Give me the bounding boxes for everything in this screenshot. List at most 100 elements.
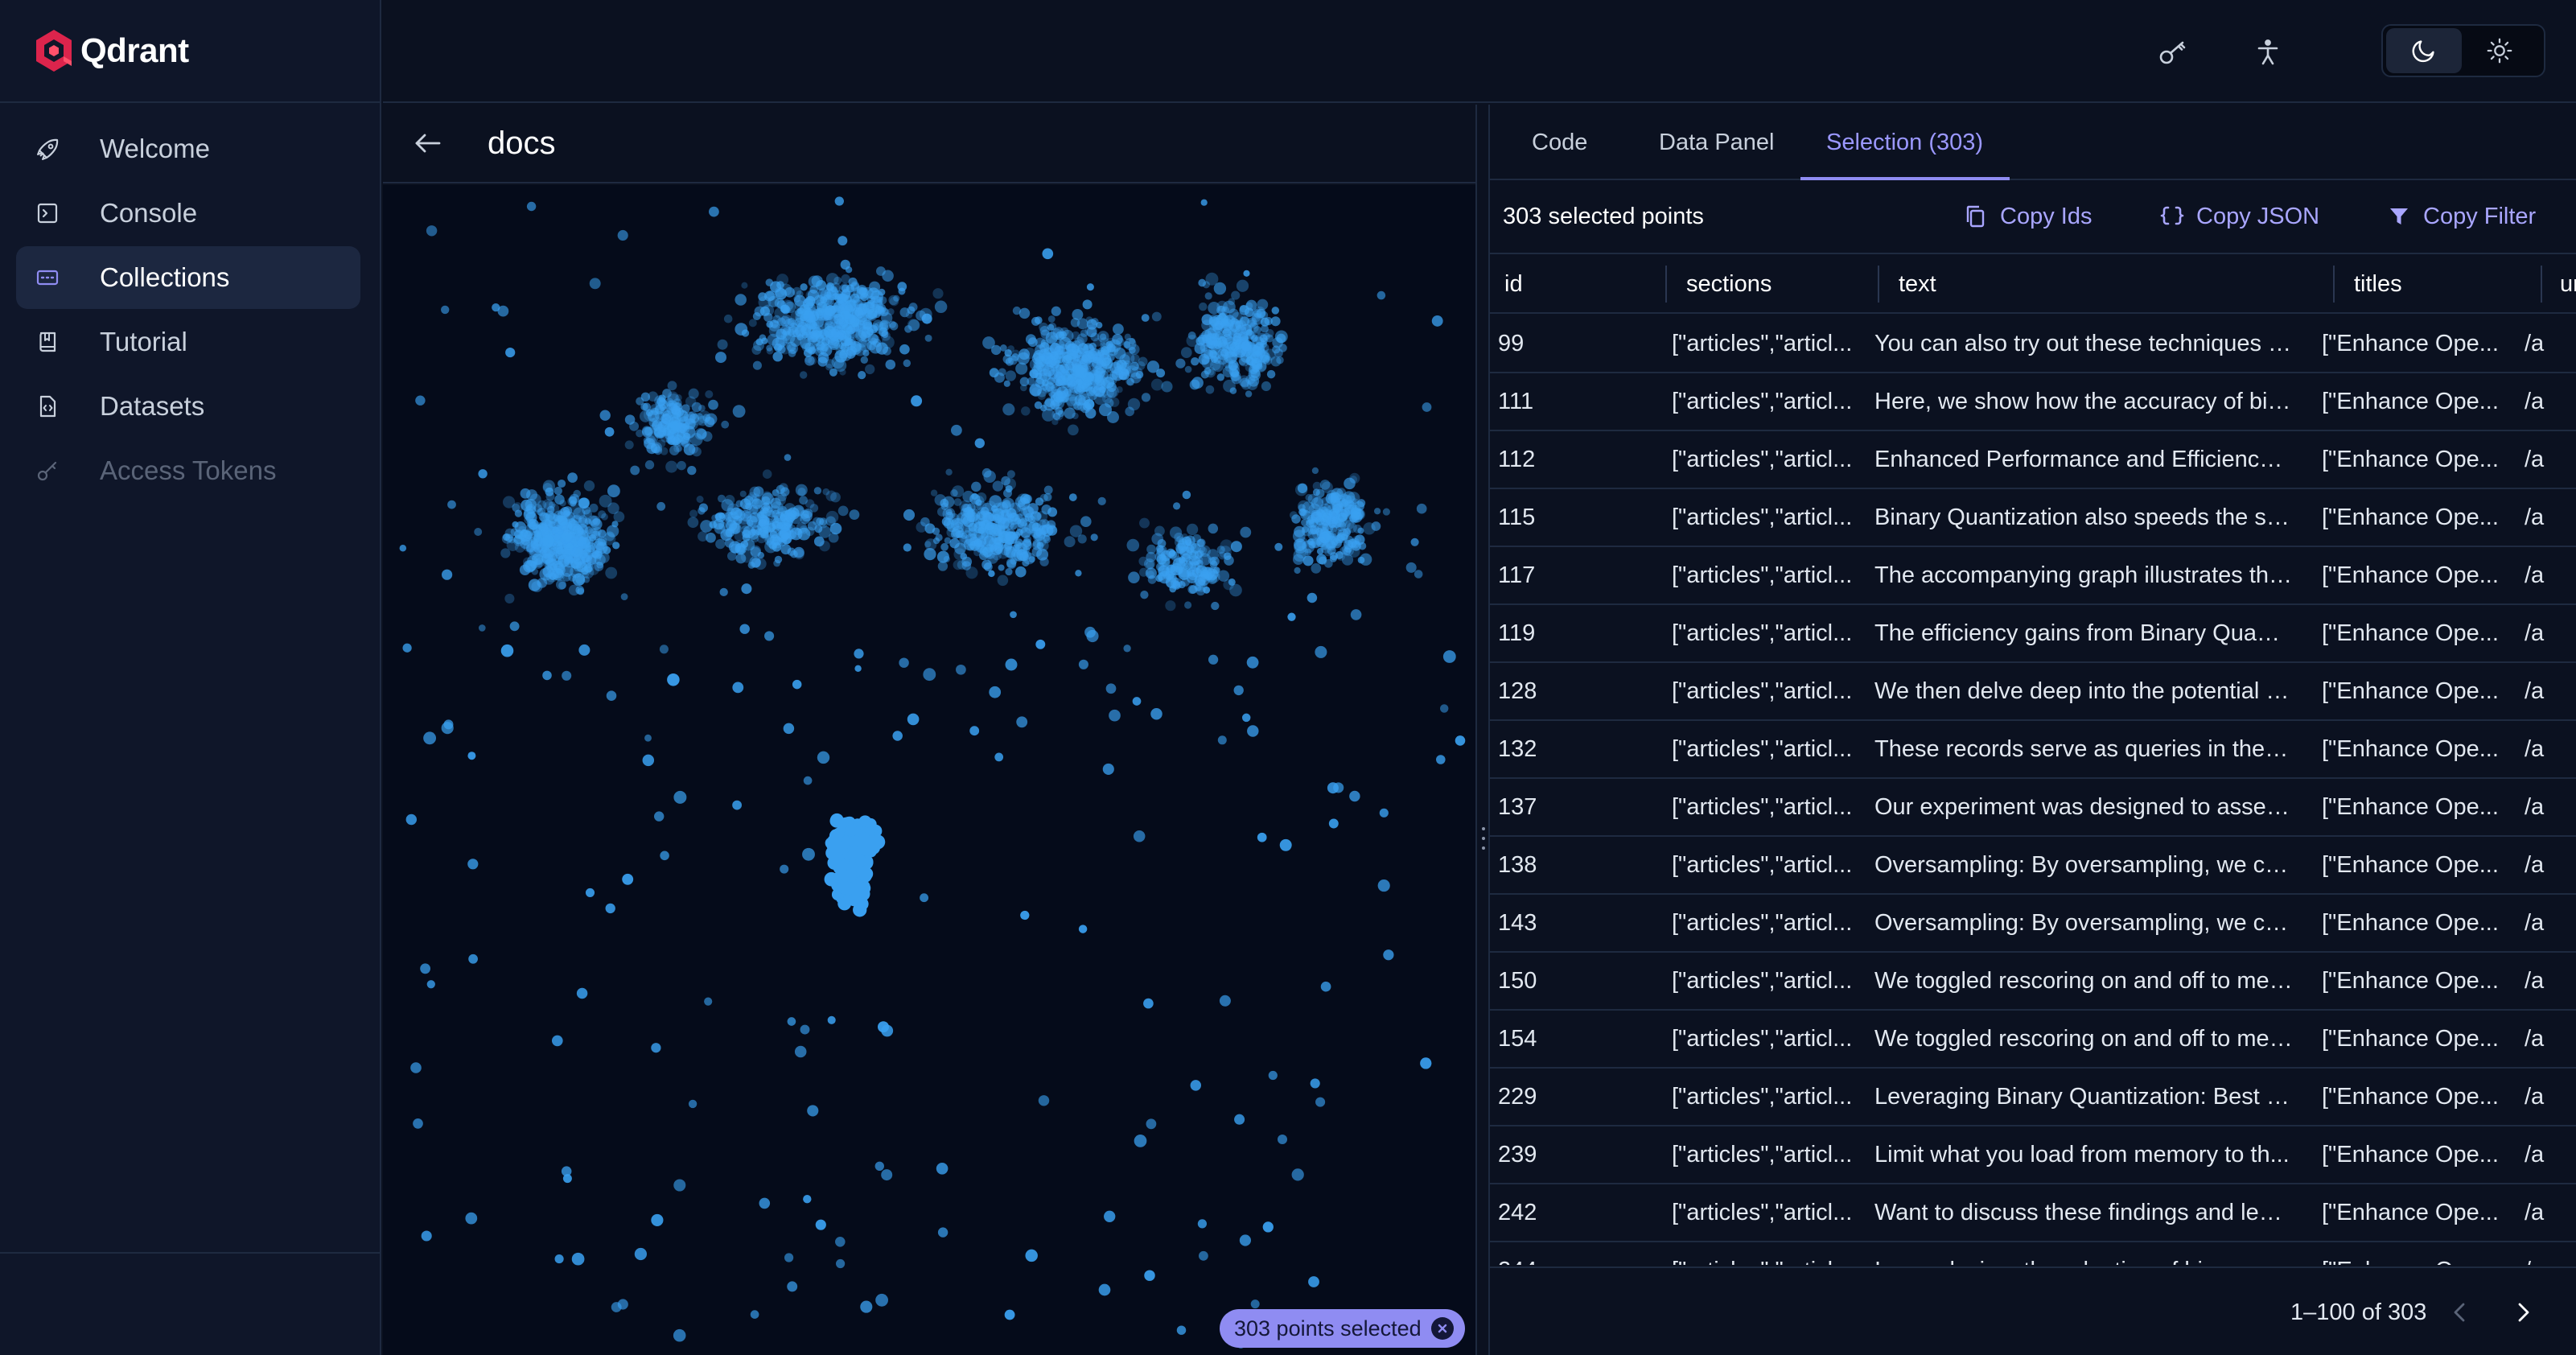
- data-point[interactable]: [1250, 369, 1261, 378]
- data-point[interactable]: [757, 551, 764, 559]
- data-point[interactable]: [739, 624, 750, 634]
- data-point[interactable]: [770, 319, 779, 328]
- data-point[interactable]: [1204, 366, 1216, 378]
- data-point[interactable]: [1344, 477, 1356, 490]
- data-point[interactable]: [1124, 338, 1137, 351]
- data-point[interactable]: [554, 531, 563, 539]
- data-point[interactable]: [689, 433, 703, 447]
- selected-points-chip[interactable]: 303 points selected: [1220, 1309, 1465, 1348]
- data-point[interactable]: [759, 1197, 771, 1209]
- data-point[interactable]: [1123, 340, 1131, 348]
- theme-toggle[interactable]: [2381, 24, 2545, 77]
- data-point[interactable]: [1070, 318, 1080, 327]
- data-point[interactable]: [1042, 408, 1055, 422]
- data-point[interactable]: [829, 813, 844, 827]
- data-point[interactable]: [467, 859, 479, 870]
- data-point[interactable]: [733, 515, 743, 525]
- previous-page-button[interactable]: [2438, 1290, 2483, 1335]
- data-point[interactable]: [478, 624, 486, 632]
- data-point[interactable]: [726, 507, 735, 516]
- data-point[interactable]: [420, 963, 430, 974]
- data-point[interactable]: [1099, 403, 1112, 417]
- data-point[interactable]: [994, 546, 1002, 554]
- data-point[interactable]: [1139, 517, 1150, 529]
- data-point[interactable]: [989, 495, 1002, 508]
- data-point[interactable]: [1097, 331, 1109, 343]
- data-point[interactable]: [505, 348, 516, 358]
- data-point[interactable]: [681, 435, 690, 443]
- data-point[interactable]: [1005, 370, 1016, 381]
- data-point[interactable]: [1257, 832, 1267, 842]
- data-point[interactable]: [1003, 380, 1010, 387]
- data-point[interactable]: [648, 391, 658, 402]
- data-point[interactable]: [983, 470, 996, 484]
- data-point[interactable]: [599, 494, 612, 508]
- data-point[interactable]: [561, 565, 574, 577]
- data-point[interactable]: [1294, 525, 1306, 537]
- data-point[interactable]: [1201, 314, 1213, 326]
- column-header-sections[interactable]: sections: [1686, 271, 1772, 297]
- data-point[interactable]: [1088, 342, 1097, 351]
- data-point[interactable]: [1075, 378, 1083, 385]
- data-point[interactable]: [1256, 308, 1266, 319]
- data-point[interactable]: [1455, 735, 1466, 746]
- data-point[interactable]: [976, 500, 987, 512]
- data-point[interactable]: [781, 314, 792, 325]
- data-point[interactable]: [474, 528, 483, 536]
- data-point[interactable]: [735, 553, 747, 564]
- data-point[interactable]: [1253, 326, 1261, 334]
- data-point[interactable]: [1126, 538, 1140, 552]
- data-point[interactable]: [1109, 397, 1120, 407]
- data-point[interactable]: [1327, 782, 1339, 794]
- column-header-url[interactable]: url: [2560, 271, 2576, 297]
- data-point[interactable]: [799, 496, 808, 505]
- data-point[interactable]: [663, 422, 677, 435]
- data-point[interactable]: [1038, 1095, 1050, 1106]
- data-point[interactable]: [1154, 525, 1165, 537]
- data-point[interactable]: [776, 317, 786, 327]
- data-point[interactable]: [761, 492, 774, 505]
- data-point[interactable]: [780, 864, 789, 874]
- data-point[interactable]: [960, 553, 968, 560]
- data-point[interactable]: [536, 508, 544, 516]
- table-row[interactable]: 119 ["articles","articl... The efficiency …: [1490, 605, 2576, 663]
- data-point[interactable]: [532, 553, 544, 565]
- data-point[interactable]: [467, 752, 476, 760]
- data-point[interactable]: [726, 516, 736, 526]
- data-point[interactable]: [1003, 488, 1012, 498]
- data-point[interactable]: [1069, 385, 1078, 394]
- data-point[interactable]: [1274, 542, 1283, 551]
- data-point[interactable]: [1213, 282, 1227, 295]
- data-point[interactable]: [557, 554, 570, 568]
- data-point[interactable]: [1106, 343, 1116, 353]
- dark-theme-button[interactable]: [2386, 28, 2462, 73]
- data-point[interactable]: [1094, 356, 1103, 365]
- data-point[interactable]: [816, 517, 825, 526]
- data-point[interactable]: [968, 522, 977, 532]
- data-point[interactable]: [528, 579, 541, 591]
- data-point[interactable]: [825, 363, 833, 371]
- data-point[interactable]: [1043, 485, 1053, 495]
- data-point[interactable]: [542, 499, 553, 510]
- data-point[interactable]: [1197, 1219, 1208, 1229]
- data-point[interactable]: [514, 509, 523, 517]
- data-point[interactable]: [815, 333, 825, 343]
- data-point[interactable]: [937, 1227, 949, 1238]
- data-point[interactable]: [1084, 407, 1097, 419]
- data-point[interactable]: [1307, 592, 1318, 603]
- data-point[interactable]: [888, 294, 899, 306]
- data-point[interactable]: [1442, 650, 1456, 663]
- data-point[interactable]: [691, 402, 702, 413]
- data-point[interactable]: [561, 1166, 572, 1176]
- data-point[interactable]: [1198, 353, 1210, 365]
- data-point[interactable]: [1205, 385, 1215, 394]
- data-point[interactable]: [825, 359, 835, 369]
- data-point[interactable]: [943, 517, 955, 529]
- data-point[interactable]: [1124, 333, 1131, 340]
- data-point[interactable]: [903, 359, 911, 368]
- data-point[interactable]: [606, 525, 619, 537]
- data-point[interactable]: [598, 510, 607, 519]
- data-point[interactable]: [771, 501, 784, 514]
- data-point[interactable]: [1071, 340, 1081, 350]
- data-point[interactable]: [1248, 319, 1256, 327]
